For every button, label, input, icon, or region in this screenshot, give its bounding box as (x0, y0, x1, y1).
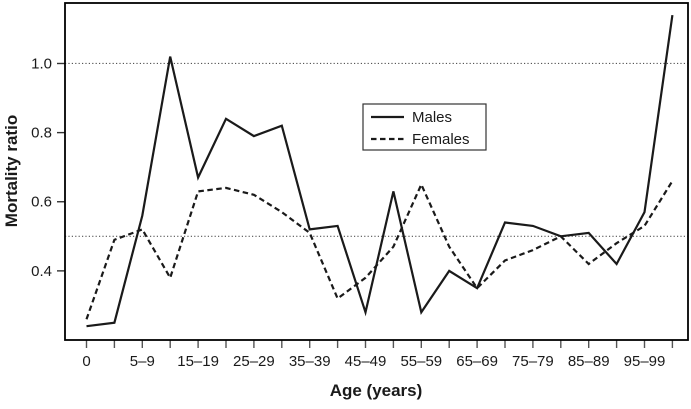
x-tick-label: 0 (82, 353, 90, 370)
x-tick-label: 35–39 (289, 353, 331, 370)
y-tick-label: 0.8 (31, 125, 52, 142)
y-tick-label: 0.4 (31, 263, 52, 280)
x-tick-label: 45–49 (345, 353, 387, 370)
x-tick-label: 25–29 (233, 353, 275, 370)
x-tick-label: 85–89 (568, 353, 610, 370)
x-tick-label: 95–99 (624, 353, 666, 370)
males-line (86, 14, 674, 328)
x-axis-ticks: 0 5–9 15–19 25–29 35–39 45–49 55–59 65–69 75–79 8… (82, 340, 674, 370)
x-tick-label: 65–69 (456, 353, 498, 370)
x-tick-label: 55–59 (400, 353, 442, 370)
plot-border (64, 2, 689, 341)
legend-males-label: Males (412, 109, 452, 126)
y-tick-label: 0.6 (31, 194, 52, 211)
legend: Males Females (362, 103, 487, 151)
x-tick-label: 75–79 (512, 353, 554, 370)
y-axis-ticks: 0.4 0.6 0.8 1.0 (31, 55, 65, 280)
x-tick-label: 5–9 (130, 353, 155, 370)
y-tick-label: 1.0 (31, 55, 52, 72)
females-line (85, 180, 674, 320)
y-axis-title: Mortality ratio (2, 115, 21, 227)
data-series (85, 14, 674, 328)
x-tick-label: 15–19 (177, 353, 219, 370)
legend-box (362, 103, 487, 151)
legend-females-label: Females (412, 131, 470, 148)
x-axis-title: Age (years) (330, 381, 423, 400)
